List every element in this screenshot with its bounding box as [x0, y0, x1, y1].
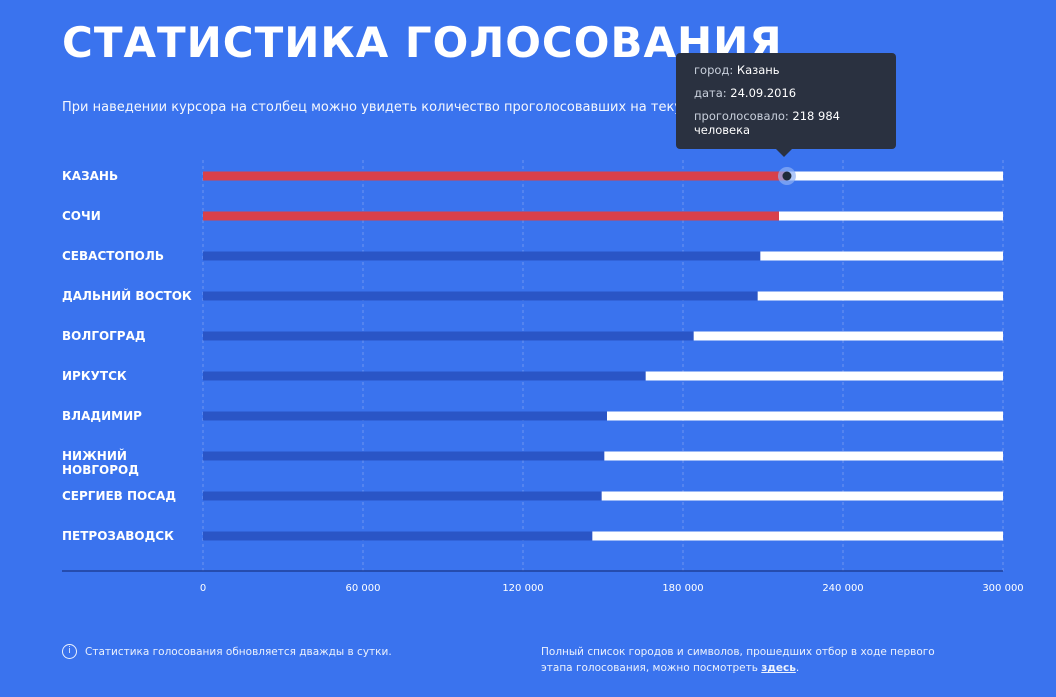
info-icon: i — [62, 644, 77, 659]
full-list-end: . — [795, 662, 800, 674]
tooltip-votes-unit: человека — [694, 123, 751, 137]
x-tick-label-3: 180 000 — [662, 583, 704, 594]
bar-track-8 — [203, 491, 1003, 501]
x-tick-label-5: 300 000 — [982, 583, 1024, 594]
category-label-2: Севастополь — [62, 249, 164, 263]
x-tick-label-2: 120 000 — [502, 583, 544, 594]
category-label-8: Сергиев Посад — [62, 489, 177, 503]
category-label-4: Волгоград — [62, 329, 146, 343]
tooltip-arrow — [776, 149, 792, 157]
full-list-note: Полный список городов и символов, прошед… — [541, 644, 961, 676]
page-subtitle: При наведении курсора на столбец можно у… — [62, 100, 754, 115]
tooltip-votes-key: проголосовало: — [694, 109, 789, 123]
update-note: i Статистика голосования обновляется два… — [62, 644, 392, 659]
bar-5[interactable] — [203, 371, 646, 381]
full-list-text: Полный список городов и символов, прошед… — [541, 646, 935, 674]
category-label-1: Сочи — [62, 209, 101, 223]
bar-0[interactable] — [203, 171, 787, 181]
bar-6[interactable] — [203, 411, 607, 421]
bar-8[interactable] — [203, 491, 602, 501]
full-list-link[interactable]: здесь — [761, 662, 796, 674]
bar-7[interactable] — [203, 451, 605, 461]
hover-tooltip: город: Казань дата: 24.09.2016 проголосо… — [676, 53, 896, 157]
tooltip-date-key: дата: — [694, 86, 727, 100]
tooltip-votes-value: 218 984 — [792, 109, 840, 123]
x-tick-label-1: 60 000 — [345, 583, 381, 594]
tooltip-date-value: 24.09.2016 — [730, 86, 797, 100]
category-label-9: Петрозаводск — [62, 529, 174, 543]
bar-4[interactable] — [203, 331, 694, 341]
bar-3[interactable] — [203, 291, 758, 301]
update-note-text: Статистика голосования обновляется дважд… — [85, 645, 392, 658]
hover-point — [782, 171, 792, 181]
x-tick-label-0: 0 — [199, 583, 207, 594]
page-title: СТАТИСТИКА ГОЛОСОВАНИЯ — [62, 18, 783, 67]
category-label-6: Владимир — [62, 409, 142, 423]
tooltip-city-value: Казань — [736, 63, 780, 77]
tooltip-city-key: город: — [694, 63, 734, 77]
category-label-5: Иркутск — [62, 369, 127, 383]
category-label-3: Дальний Восток — [62, 289, 192, 303]
bar-1[interactable] — [203, 211, 779, 221]
bar-9[interactable] — [203, 531, 593, 541]
bar-2[interactable] — [203, 251, 761, 261]
category-label-0: Казань — [62, 169, 119, 183]
category-label-7: Нижний Новгород — [62, 449, 139, 477]
x-tick-label-4: 240 000 — [822, 583, 864, 594]
bar-track-9 — [203, 531, 1003, 541]
